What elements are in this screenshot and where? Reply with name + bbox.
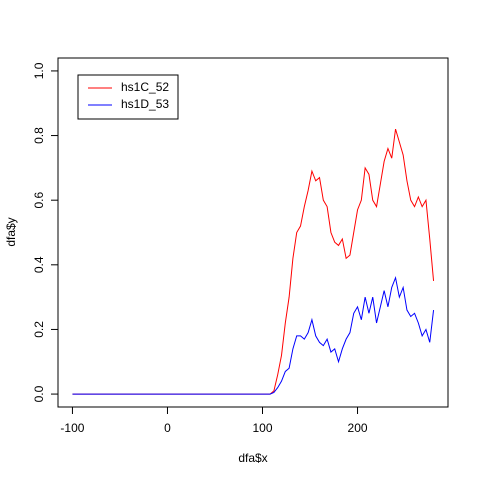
- legend-label: hs1D_53: [121, 97, 169, 111]
- plot-frame: [57, 57, 449, 408]
- y-tick-label: 0.0: [32, 385, 46, 402]
- x-tick-label: 200: [348, 421, 368, 435]
- x-tick-label: -100: [60, 421, 84, 435]
- legend-box: [77, 74, 179, 120]
- y-tick-label: 0.8: [32, 127, 46, 144]
- x-tick-label: 100: [252, 421, 272, 435]
- x-tick-label: 0: [164, 421, 171, 435]
- series-line: [72, 128, 435, 395]
- y-tick-label: 0.6: [32, 192, 46, 209]
- y-axis-label: dfa$y: [4, 217, 18, 246]
- legend-label: hs1C_52: [121, 80, 169, 94]
- y-tick-label: 0.4: [32, 256, 46, 273]
- y-tick-label: 1.0: [32, 62, 46, 79]
- y-tick-label: 0.2: [32, 321, 46, 338]
- series-line: [72, 275, 435, 395]
- x-axis-label: dfa$x: [238, 451, 267, 465]
